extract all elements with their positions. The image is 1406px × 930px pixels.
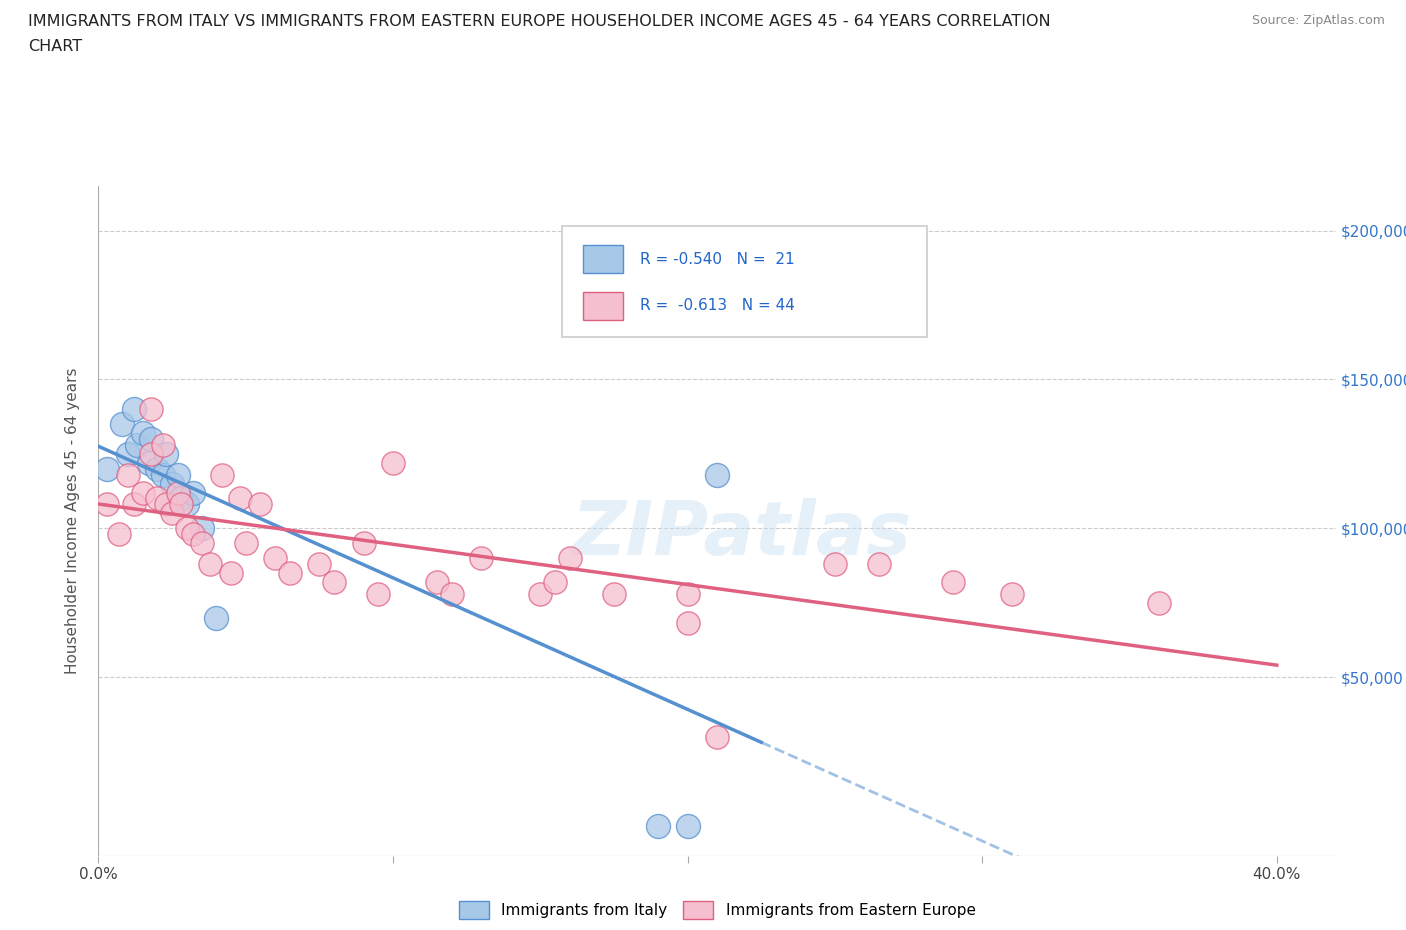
Point	[96, 497, 118, 512]
Point	[229, 491, 252, 506]
Point	[141, 432, 163, 446]
Point	[131, 485, 153, 500]
Point	[117, 467, 139, 482]
Point	[152, 467, 174, 482]
Point	[1147, 595, 1170, 610]
Point	[176, 521, 198, 536]
Point	[1001, 586, 1024, 601]
Point	[96, 461, 118, 476]
Point	[152, 437, 174, 452]
Point	[181, 485, 204, 500]
FancyBboxPatch shape	[562, 226, 928, 337]
Point	[676, 616, 699, 631]
Point	[190, 521, 212, 536]
Point	[942, 575, 965, 590]
Point	[706, 729, 728, 744]
Point	[235, 536, 257, 551]
Point	[167, 467, 190, 482]
Point	[155, 497, 177, 512]
Point	[470, 551, 492, 565]
Point	[190, 536, 212, 551]
Point	[676, 586, 699, 601]
Point	[647, 818, 669, 833]
Point	[706, 467, 728, 482]
Text: Source: ZipAtlas.com: Source: ZipAtlas.com	[1251, 14, 1385, 27]
Bar	[583, 292, 623, 320]
Y-axis label: Householder Income Ages 45 - 64 years: Householder Income Ages 45 - 64 years	[65, 367, 80, 674]
Point	[155, 446, 177, 461]
Point	[367, 586, 389, 601]
Point	[353, 536, 375, 551]
Point	[141, 402, 163, 417]
Point	[278, 565, 301, 580]
Point	[138, 456, 160, 471]
Point	[529, 586, 551, 601]
Point	[264, 551, 287, 565]
Text: ZIPatlas: ZIPatlas	[572, 498, 912, 571]
Point	[824, 556, 846, 571]
Point	[146, 491, 169, 506]
Point	[200, 556, 222, 571]
Point	[122, 497, 145, 512]
Point	[440, 586, 463, 601]
Point	[205, 610, 228, 625]
Point	[211, 467, 233, 482]
Point	[544, 575, 567, 590]
Legend: Immigrants from Italy, Immigrants from Eastern Europe: Immigrants from Italy, Immigrants from E…	[453, 895, 981, 925]
Point	[108, 526, 131, 541]
Point	[117, 446, 139, 461]
Point	[382, 456, 405, 471]
Point	[111, 417, 134, 432]
Point	[170, 491, 193, 506]
Point	[249, 497, 271, 512]
Bar	[583, 245, 623, 273]
Text: R =  -0.613   N = 44: R = -0.613 N = 44	[640, 299, 796, 313]
Point	[125, 437, 148, 452]
Text: IMMIGRANTS FROM ITALY VS IMMIGRANTS FROM EASTERN EUROPE HOUSEHOLDER INCOME AGES : IMMIGRANTS FROM ITALY VS IMMIGRANTS FROM…	[28, 14, 1050, 29]
Point	[323, 575, 346, 590]
Point	[160, 506, 183, 521]
Point	[219, 565, 242, 580]
Text: R = -0.540   N =  21: R = -0.540 N = 21	[640, 251, 794, 267]
Point	[146, 461, 169, 476]
Point	[170, 497, 193, 512]
Point	[131, 426, 153, 441]
Point	[868, 556, 890, 571]
Point	[122, 402, 145, 417]
Point	[181, 526, 204, 541]
Point	[176, 497, 198, 512]
Text: CHART: CHART	[28, 39, 82, 54]
Point	[603, 586, 626, 601]
Point	[308, 556, 330, 571]
Point	[160, 476, 183, 491]
Point	[167, 485, 190, 500]
Point	[426, 575, 449, 590]
Point	[141, 446, 163, 461]
Point	[558, 551, 581, 565]
Point	[676, 818, 699, 833]
